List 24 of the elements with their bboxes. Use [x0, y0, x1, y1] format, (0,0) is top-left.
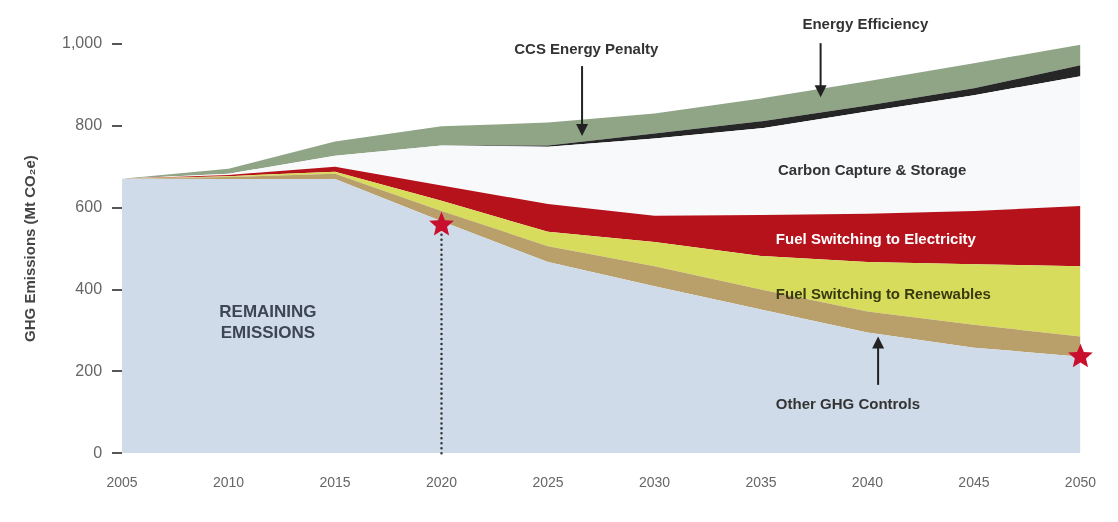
x-tick-label: 2005: [106, 474, 138, 491]
y-tick-label: 600: [75, 198, 103, 216]
text: CCS Energy Penalty: [514, 39, 660, 57]
y-axis-title: GHG Emissions (Mt CO₂e): [21, 155, 39, 342]
x-tick-label: 2025: [532, 474, 564, 491]
y-tick-label: 200: [75, 361, 103, 379]
text: Other GHG Controls: [775, 395, 921, 413]
x-tick-label: 2045: [958, 474, 990, 491]
x-tick-label: 2020: [425, 474, 458, 491]
text: Energy Efficiency: [802, 14, 929, 32]
x-tick-label: 2030: [638, 474, 671, 491]
y-tick-label: 800: [75, 116, 103, 134]
x-tick-label: 2040: [851, 474, 884, 491]
x-tick-label: 2035: [745, 474, 777, 491]
x-tick-label: 2050: [1064, 474, 1097, 491]
x-tick-label: 2010: [212, 474, 245, 491]
y-tick-label: 400: [75, 279, 103, 297]
series-label: Fuel Switching to Renewables: [775, 285, 991, 303]
series-label: Fuel Switching to Electricity: [775, 230, 977, 248]
series-label: Carbon Capture & Storage: [778, 160, 967, 178]
series-label: REMAINING EMISSIONS: [219, 301, 317, 342]
x-tick-label: 2015: [319, 474, 351, 491]
y-tick-label: 0: [93, 443, 103, 461]
y-tick-label: 1,000: [61, 34, 103, 52]
